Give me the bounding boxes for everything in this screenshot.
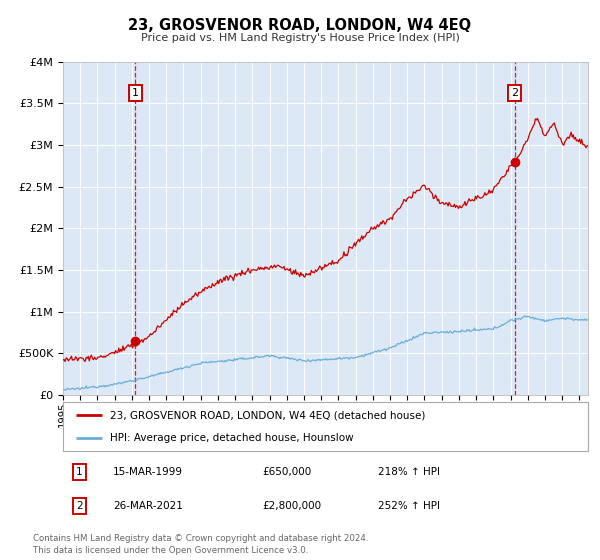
Text: Price paid vs. HM Land Registry's House Price Index (HPI): Price paid vs. HM Land Registry's House …: [140, 32, 460, 43]
Text: 252% ↑ HPI: 252% ↑ HPI: [378, 501, 440, 511]
Text: 218% ↑ HPI: 218% ↑ HPI: [378, 466, 440, 477]
Text: 2: 2: [511, 88, 518, 98]
Text: 2: 2: [76, 501, 83, 511]
Text: £2,800,000: £2,800,000: [263, 501, 322, 511]
Text: Contains HM Land Registry data © Crown copyright and database right 2024.
This d: Contains HM Land Registry data © Crown c…: [33, 534, 368, 555]
Text: 23, GROSVENOR ROAD, LONDON, W4 4EQ: 23, GROSVENOR ROAD, LONDON, W4 4EQ: [128, 18, 472, 32]
Text: 15-MAR-1999: 15-MAR-1999: [113, 466, 183, 477]
Text: £650,000: £650,000: [263, 466, 312, 477]
Text: 1: 1: [76, 466, 83, 477]
Text: 26-MAR-2021: 26-MAR-2021: [113, 501, 183, 511]
Text: 23, GROSVENOR ROAD, LONDON, W4 4EQ (detached house): 23, GROSVENOR ROAD, LONDON, W4 4EQ (deta…: [110, 410, 425, 421]
Text: 1: 1: [132, 88, 139, 98]
Text: HPI: Average price, detached house, Hounslow: HPI: Average price, detached house, Houn…: [110, 433, 354, 444]
